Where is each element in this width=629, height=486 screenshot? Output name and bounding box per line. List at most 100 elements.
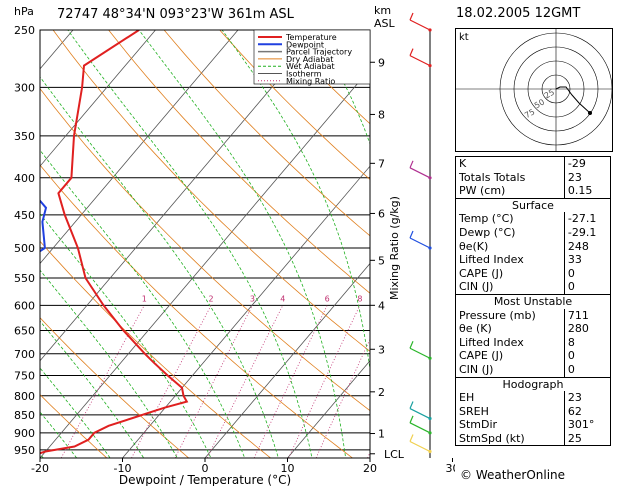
index-label: EH [459, 391, 475, 405]
index-label: Totals Totals [459, 170, 526, 184]
index-value: 280 [563, 322, 611, 336]
isotherm-line [204, 262, 370, 458]
section-title: Hodograph [455, 376, 611, 392]
index-value: 0 [563, 266, 611, 281]
mixing-ratio-label: 3 [250, 294, 255, 303]
legend-entry: Mixing Ratio [286, 77, 335, 86]
mixing-ratio-line [174, 305, 253, 458]
height-tick-label: 9 [378, 56, 385, 69]
height-tick-label: 5 [378, 254, 385, 267]
x-tick-label: -10 [114, 462, 132, 475]
mixing-ratio-line [315, 338, 370, 458]
height-tick-label: 7 [378, 157, 385, 170]
y-tick-label: 450 [14, 209, 35, 222]
height-tick-label: 2 [378, 386, 385, 399]
mixing-ratio-line [131, 305, 212, 458]
wind-barb [409, 341, 432, 360]
x-tick-label: 0 [202, 462, 209, 475]
mixing-ratio-line [60, 305, 145, 458]
index-label: SREH [459, 404, 489, 418]
y-tick-label: 900 [14, 427, 35, 440]
mixing-ratio-label: 4 [280, 294, 285, 303]
wind-barb [409, 401, 432, 421]
dry-adiabat [40, 240, 272, 458]
y-tick-label: 950 [14, 444, 35, 457]
isotherm-line [40, 30, 74, 70]
mixing-ratio-line [288, 305, 361, 458]
index-label: StmDir [459, 418, 498, 432]
wet-adiabat [40, 213, 212, 458]
y-tick-label: 800 [14, 390, 35, 403]
legend-entry: Dewpoint [286, 40, 324, 49]
height-tick-label: 3 [378, 343, 385, 356]
dry-adiabat [163, 30, 370, 237]
hodo-ring [527, 60, 585, 118]
mixing-ratio-label: 2 [209, 294, 214, 303]
index-label: θe (K) [459, 322, 492, 336]
y-tick-label: 250 [14, 24, 35, 37]
index-value: -27.1 [563, 212, 611, 226]
index-value: 0 [563, 349, 611, 363]
wind-barb [409, 12, 432, 32]
wet-adiabat [221, 30, 370, 373]
dry-adiabat [40, 87, 370, 412]
date-header: 18.02.2005 12GMT [456, 6, 581, 21]
x-tick-label: -20 [31, 462, 49, 475]
index-value: -29 [563, 156, 611, 171]
legend-entry: Wet Adiabat [286, 62, 335, 71]
index-value: 248 [563, 239, 611, 254]
index-value: 23 [563, 391, 611, 405]
mixing-ratio-line [206, 305, 284, 458]
x-axis-label: Dewpoint / Temperature (°C) [119, 473, 291, 486]
y-tick-label: 400 [14, 172, 35, 185]
index-value: 8 [563, 335, 611, 350]
dry-adiabat [40, 394, 108, 458]
mixing-ratio-axis-label: Mixing Ratio (g/kg) [388, 196, 401, 300]
dry-adiabat [373, 17, 455, 466]
x-tick-label: 30 [446, 462, 456, 475]
dry-adiabat [108, 30, 370, 294]
isotherm-line [40, 30, 239, 265]
dry-adiabat [330, 30, 370, 70]
y-tick-label: 650 [14, 324, 35, 337]
mixing-ratio-label: 8 [357, 294, 362, 303]
index-label: Lifted Index [459, 335, 524, 349]
wet-adiabat [40, 320, 145, 458]
dry-adiabat [52, 30, 370, 352]
wind-barb [409, 48, 432, 68]
mixing-ratio-label: 6 [325, 294, 330, 303]
y-tick-label: 550 [14, 272, 35, 285]
height-tick-label: 1 [378, 428, 385, 441]
index-label: Temp (°C) [459, 212, 514, 226]
wet-adiabat [67, 30, 313, 458]
hodo-ring-label: 75 [523, 107, 536, 120]
wet-adiabat [40, 367, 111, 458]
index-label: θe(K) [459, 239, 489, 253]
lcl-label: LCL [384, 448, 405, 461]
y-tick-label: 500 [14, 242, 35, 255]
height-tick-label: 8 [378, 108, 385, 121]
y-axis-label: hPa [14, 5, 34, 18]
index-value: 301° [563, 418, 611, 432]
section-title: Most Unstable [455, 293, 611, 309]
index-label: CIN (J) [459, 362, 494, 376]
y-tick-label: 600 [14, 299, 35, 312]
index-value: 0 [563, 280, 611, 295]
hodo-ring-label: 50 [533, 97, 546, 110]
mixing-ratio-line [253, 305, 328, 458]
y-tick-label: 700 [14, 348, 35, 361]
index-label: CAPE (J) [459, 266, 504, 280]
index-label: Pressure (mb) [459, 308, 536, 322]
height-tick-label: 4 [378, 299, 385, 312]
dry-adiabat [40, 317, 190, 458]
section-title: Surface [455, 197, 611, 213]
wet-adiabat [401, 17, 450, 466]
isotherm-line [40, 30, 321, 362]
wind-barb [409, 434, 432, 454]
wet-adiabat [40, 76, 279, 458]
index-label: CAPE (J) [459, 349, 504, 363]
station-header: 72747 48°34'N 093°23'W 361m ASL [57, 7, 295, 22]
height-axis-label: km [374, 4, 391, 17]
isotherm-line [40, 30, 156, 167]
